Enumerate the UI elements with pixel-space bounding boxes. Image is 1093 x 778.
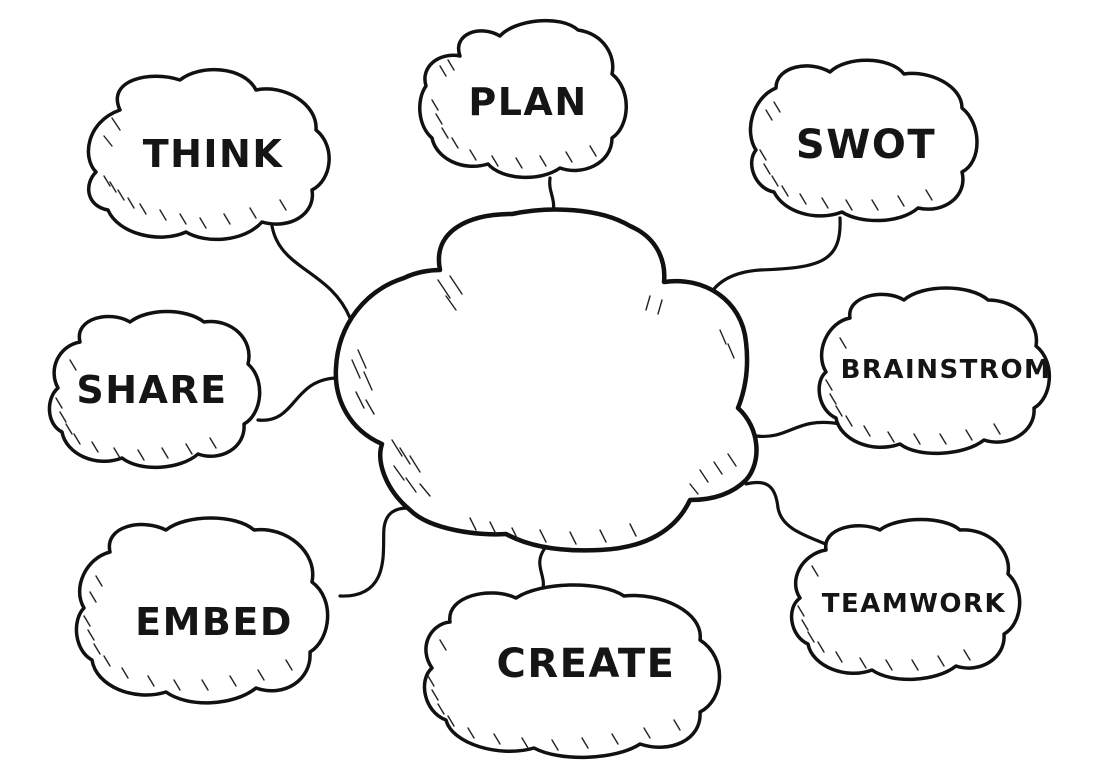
cloud-brainstrom: BRAINSTROM: [817, 286, 1052, 455]
connector-create: [538, 546, 547, 594]
cloud-create-label: CREATE: [497, 641, 676, 687]
cloud-think-shape: [86, 67, 331, 242]
center-cloud: [333, 207, 759, 553]
cloud-share-shape: [47, 309, 262, 469]
cloud-teamwork-hatching: [797, 565, 971, 671]
cloud-embed-shape: [74, 516, 330, 705]
cloud-create-hatching: [427, 639, 681, 751]
cloud-share: SHARE: [47, 309, 262, 469]
cloud-brainstrom-label: BRAINSTROM: [841, 355, 1052, 385]
cloud-share-label: SHARE: [76, 368, 227, 412]
cloud-think-hatching: [103, 117, 287, 229]
cloud-teamwork-label: TEAMWORK: [822, 589, 1006, 619]
cloud-create: CREATE: [422, 583, 722, 760]
cloud-embed-label: EMBED: [135, 600, 293, 644]
cloud-create-shape: [422, 583, 722, 760]
cloud-teamwork-shape: [789, 517, 1022, 681]
cloud-plan: PLAN: [418, 18, 628, 179]
cloud-share-hatching: [55, 359, 217, 461]
cloud-embed-hatching: [83, 575, 293, 691]
cloud-swot-label: SWOT: [796, 122, 936, 168]
cloud-brainstrom-shape: [817, 286, 1051, 455]
connectors: [256, 176, 842, 598]
cloud-swot-hatching: [759, 101, 933, 211]
cloud-think-label: THINK: [143, 132, 284, 176]
cloud-think: THINK: [86, 67, 331, 242]
cloud-plan-label: PLAN: [468, 80, 587, 124]
connector-brainstrom: [754, 420, 842, 439]
connector-embed: [338, 506, 410, 598]
cloud-brainstrom-hatching: [825, 337, 1001, 445]
connector-swot: [706, 216, 842, 300]
connector-share: [256, 376, 338, 422]
cloud-plan-shape: [418, 18, 628, 179]
connector-teamwork: [744, 480, 832, 548]
cloud-plan-hatching: [431, 59, 597, 169]
cloud-swot-shape: [748, 58, 979, 223]
cloud-teamwork: TEAMWORK: [789, 517, 1022, 681]
cloud-swot: SWOT: [748, 58, 979, 223]
center-cloud-hatching: [351, 275, 737, 545]
connector-think: [270, 224, 352, 320]
cloud-embed: EMBED: [74, 516, 330, 705]
center-cloud-shape: [333, 207, 759, 553]
